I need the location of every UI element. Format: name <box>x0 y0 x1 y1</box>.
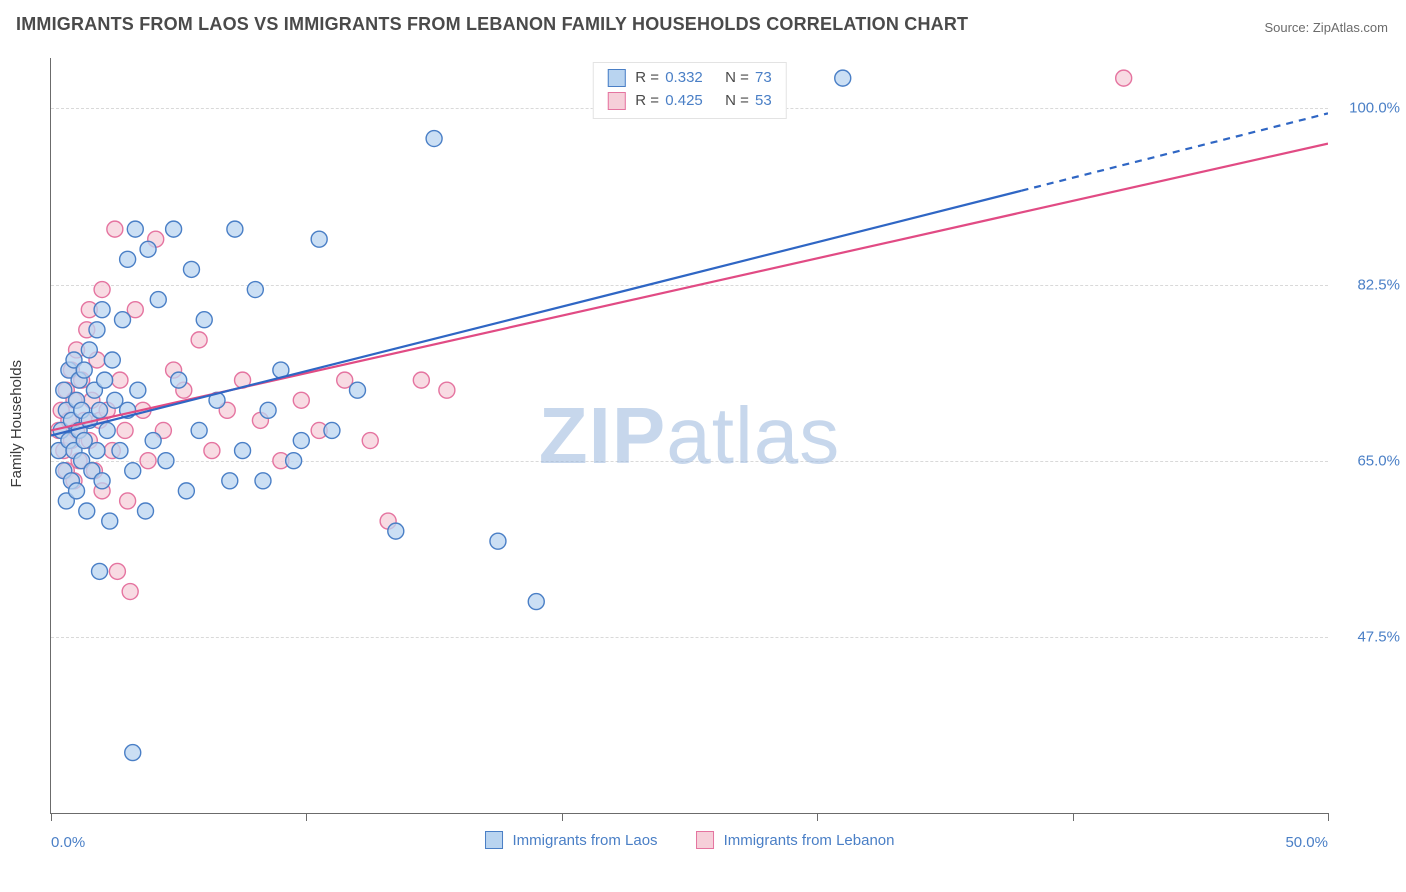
x-tick-label: 50.0% <box>1285 834 1328 851</box>
y-axis-title: Family Households <box>8 359 25 487</box>
stats-legend: R = 0.332 N = 73 R = 0.425 N = 53 <box>592 62 786 119</box>
n-label-laos: N = <box>725 69 753 86</box>
x-tick <box>306 813 307 821</box>
stats-row-laos: R = 0.332 N = 73 <box>607 67 771 90</box>
y-tick-label: 100.0% <box>1349 100 1400 117</box>
chart-title: IMMIGRANTS FROM LAOS VS IMMIGRANTS FROM … <box>16 14 968 35</box>
swatch-lebanon <box>607 92 625 110</box>
n-value-lebanon: 53 <box>755 92 772 109</box>
legend-label-lebanon: Immigrants from Lebanon <box>724 832 895 849</box>
r-label-laos: R = <box>635 69 663 86</box>
r-label-lebanon: R = <box>635 92 663 109</box>
plot-area: ZIPatlas R = 0.332 N = 73 R = 0.425 N = … <box>50 58 1328 814</box>
y-tick-label: 82.5% <box>1357 276 1400 293</box>
x-tick-label: 0.0% <box>51 834 85 851</box>
r-value-lebanon: 0.425 <box>665 92 703 109</box>
source-name: ZipAtlas.com <box>1313 20 1388 35</box>
x-tick <box>51 813 52 821</box>
n-label-lebanon: N = <box>725 92 753 109</box>
legend-label-laos: Immigrants from Laos <box>513 832 658 849</box>
series-legend: Immigrants from Laos Immigrants from Leb… <box>485 831 895 849</box>
legend-item-laos: Immigrants from Laos <box>485 831 658 849</box>
x-tick <box>1328 813 1329 821</box>
swatch-laos <box>607 69 625 87</box>
x-tick <box>562 813 563 821</box>
swatch-lebanon-2 <box>696 831 714 849</box>
source-prefix: Source: <box>1264 20 1312 35</box>
chart-svg <box>51 58 1328 813</box>
y-tick-label: 65.0% <box>1357 452 1400 469</box>
n-value-laos: 73 <box>755 69 772 86</box>
x-tick <box>1073 813 1074 821</box>
stats-row-lebanon: R = 0.425 N = 53 <box>607 90 771 113</box>
y-tick-label: 47.5% <box>1357 628 1400 645</box>
r-value-laos: 0.332 <box>665 69 703 86</box>
legend-item-lebanon: Immigrants from Lebanon <box>696 831 895 849</box>
x-tick <box>817 813 818 821</box>
swatch-laos-2 <box>485 831 503 849</box>
source-label: Source: ZipAtlas.com <box>1264 20 1388 35</box>
